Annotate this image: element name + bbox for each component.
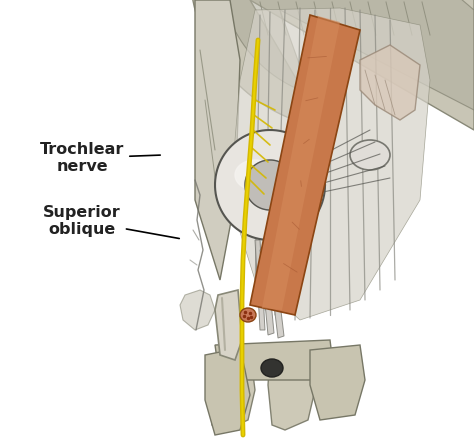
Polygon shape (235, 160, 275, 190)
Polygon shape (360, 45, 420, 120)
Polygon shape (262, 16, 340, 310)
Polygon shape (268, 350, 315, 430)
Polygon shape (250, 15, 360, 315)
Text: Superior
oblique: Superior oblique (43, 205, 179, 239)
Polygon shape (245, 160, 295, 210)
Polygon shape (215, 130, 325, 240)
Text: Trochlear
nerve: Trochlear nerve (40, 142, 160, 174)
Polygon shape (180, 290, 215, 330)
Ellipse shape (261, 359, 283, 377)
Polygon shape (205, 348, 250, 435)
Polygon shape (230, 8, 430, 320)
Ellipse shape (240, 308, 256, 322)
Polygon shape (255, 240, 265, 330)
Polygon shape (195, 0, 240, 280)
Polygon shape (208, 350, 255, 430)
Polygon shape (215, 290, 242, 360)
Polygon shape (268, 252, 284, 338)
Ellipse shape (350, 140, 390, 170)
Polygon shape (215, 340, 335, 380)
Polygon shape (190, 0, 474, 130)
Polygon shape (220, 0, 474, 110)
Polygon shape (260, 248, 274, 335)
Polygon shape (310, 345, 365, 420)
